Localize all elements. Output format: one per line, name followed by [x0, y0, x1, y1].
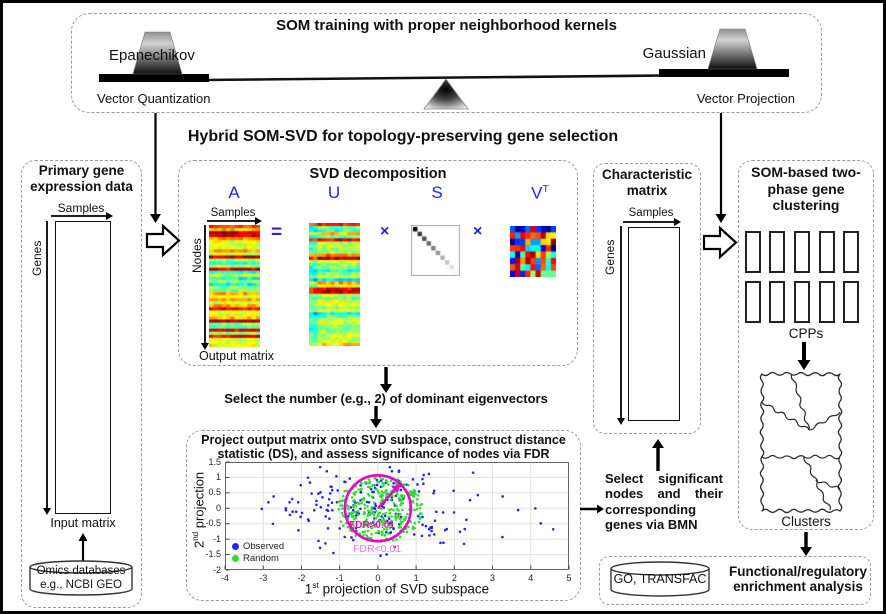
- matrix-vt-label: VT: [531, 183, 549, 203]
- fdr-outside-annotation: FDR<0.01: [353, 543, 402, 555]
- svd-nodes-axis-label: Nodes: [190, 238, 204, 273]
- primary-genes-axis-label: Genes: [30, 240, 44, 276]
- y-tick-label: 0.5: [208, 487, 221, 498]
- input-matrix-caption: Input matrix: [50, 516, 116, 530]
- clustering-box: [738, 160, 874, 530]
- output-matrix-caption: Output matrix: [199, 349, 275, 363]
- main-title: Hybrid SOM-SVD for topology-preserving g…: [187, 128, 619, 145]
- cpp-rect: [843, 231, 859, 273]
- matrix-a-label: A: [228, 183, 240, 202]
- vector-quantization-label: Vector Quantization: [97, 91, 211, 106]
- characteristic-box-title: Characteristic matrix: [601, 167, 693, 198]
- cpp-rect: [745, 231, 761, 273]
- cpp-rect: [843, 281, 859, 323]
- matrix-u-label: U: [327, 183, 341, 202]
- matrix-u-heatmap: [309, 223, 360, 346]
- omics-db-label-line2: e.g., NCBI GEO: [40, 579, 122, 591]
- right-kernel-label: Gaussian: [642, 45, 706, 62]
- enrichment-box: [599, 556, 871, 605]
- x-tick-label: -2: [297, 573, 306, 583]
- projection-box: [186, 430, 581, 601]
- select-nodes-text: Select significant nodes and their corre…: [605, 471, 723, 532]
- times-sign-1: ×: [380, 223, 390, 240]
- cpp-rect: [769, 281, 785, 323]
- x-tick-label: 3: [490, 573, 496, 583]
- input-matrix-rect: [55, 221, 111, 514]
- legend-random-label: Random: [243, 553, 279, 564]
- cpp-rect: [745, 281, 761, 323]
- omics-db-label-line1: Omics databases: [36, 565, 126, 577]
- matrix-s-diagonal: [411, 225, 460, 276]
- cpp-rect: [819, 281, 835, 323]
- projection-title-line1: Project output matrix onto SVD subspace,…: [201, 433, 566, 447]
- go-transfac-label: GO, TRANSFAC: [613, 572, 707, 586]
- times-sign-2: ×: [473, 223, 483, 240]
- cpps-label: CPPs: [788, 326, 824, 341]
- x-tick-label: 5: [566, 573, 572, 583]
- vector-projection-label: Vector Projection: [696, 91, 795, 106]
- y-tick-label: 1: [215, 471, 221, 482]
- characteristic-genes-axis-label: Genes: [603, 239, 617, 275]
- x-tick-label: 0: [375, 573, 381, 583]
- x-tick-label: 1: [413, 573, 419, 583]
- clusters-label: Clusters: [781, 514, 831, 529]
- x-tick-label: 2: [451, 573, 457, 583]
- y-tick-label: -1: [212, 533, 221, 544]
- projection-title-line2: statistic (DS), and assess significance …: [217, 447, 550, 461]
- y-tick-label: -2: [212, 564, 221, 575]
- legend-random: Random: [232, 553, 279, 564]
- svd-samples-axis-label: Samples: [210, 207, 256, 219]
- y-tick-label: 1.5: [208, 456, 221, 467]
- x-tick-label: -1: [335, 573, 344, 583]
- primary-data-box: [21, 160, 142, 608]
- x-tick-label: 4: [528, 573, 534, 583]
- matrix-s-label: S: [431, 183, 443, 202]
- y-tick-label: -0.5: [205, 518, 221, 529]
- legend-dot-random: [232, 555, 239, 562]
- legend-observed: Observed: [232, 541, 284, 552]
- fdr-inside-annotation: FDR>0.01: [349, 520, 395, 531]
- characteristic-samples-axis-label: Samples: [628, 207, 674, 219]
- enrichment-text-line1: Functional/regulatory: [728, 564, 867, 579]
- block-arrow-icon: [702, 225, 738, 260]
- svd-box: [178, 160, 578, 366]
- y-tick-label: 0: [215, 502, 221, 513]
- primary-box-title: Primary gene expression data: [30, 163, 133, 194]
- x-tick-label: -3: [259, 573, 268, 583]
- enrichment-text-line2: enrichment analysis: [733, 579, 863, 594]
- y-tick-label: -1.5: [205, 549, 221, 560]
- x-tick-label: -4: [220, 573, 229, 583]
- clustering-box-title: SOM-based two-phase gene clustering: [751, 164, 861, 214]
- balance-title: SOM training with proper neighborhood ke…: [276, 17, 617, 34]
- select-eigenvectors-step: Select the number (e.g., 2) of dominant …: [224, 391, 548, 406]
- matrix-vt-heatmap: [510, 226, 556, 277]
- characteristic-box: [593, 163, 701, 434]
- block-arrow-icon: [145, 223, 181, 258]
- cpp-rect: [794, 281, 810, 323]
- legend-dot-observed: [232, 543, 239, 550]
- characteristic-matrix-rect: [628, 227, 680, 421]
- svd-box-title: SVD decomposition: [309, 166, 447, 182]
- cpp-rect: [794, 231, 810, 273]
- legend-observed-label: Observed: [243, 541, 285, 552]
- matrix-a-heatmap: [209, 225, 260, 347]
- cpp-rect: [819, 231, 835, 273]
- equals-sign: =: [271, 222, 283, 243]
- som-training-box: [71, 13, 822, 113]
- primary-samples-axis-label: Samples: [57, 201, 105, 215]
- cpp-rect: [769, 231, 785, 273]
- scatter-xlabel: 1st projection of SVD subspace: [304, 580, 490, 597]
- left-kernel-label: Epanechikov: [109, 47, 195, 64]
